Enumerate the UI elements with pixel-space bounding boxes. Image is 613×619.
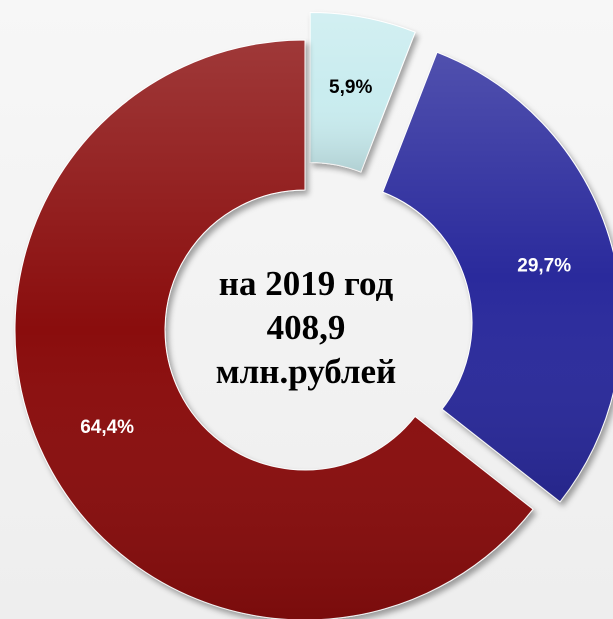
donut-slice-gloss-0	[310, 12, 416, 172]
center-label-line1: на 2019 год	[218, 264, 394, 303]
donut-slice-gloss-1	[382, 52, 613, 502]
slice-label-1: 29,7%	[517, 256, 571, 277]
slice-label-2: 64,4%	[80, 417, 134, 438]
slices-group	[14, 11, 613, 619]
donut-slice-gloss-2	[15, 40, 534, 619]
labels-group: 5,9% 29,7% 64,4%	[80, 77, 571, 438]
slice-label-0: 5,9%	[329, 77, 372, 98]
center-label: на 2019 год 408,9 млн.рублей	[156, 262, 456, 394]
center-label-unit: млн.рублей	[215, 352, 397, 391]
center-label-value: 408,9	[266, 308, 346, 347]
